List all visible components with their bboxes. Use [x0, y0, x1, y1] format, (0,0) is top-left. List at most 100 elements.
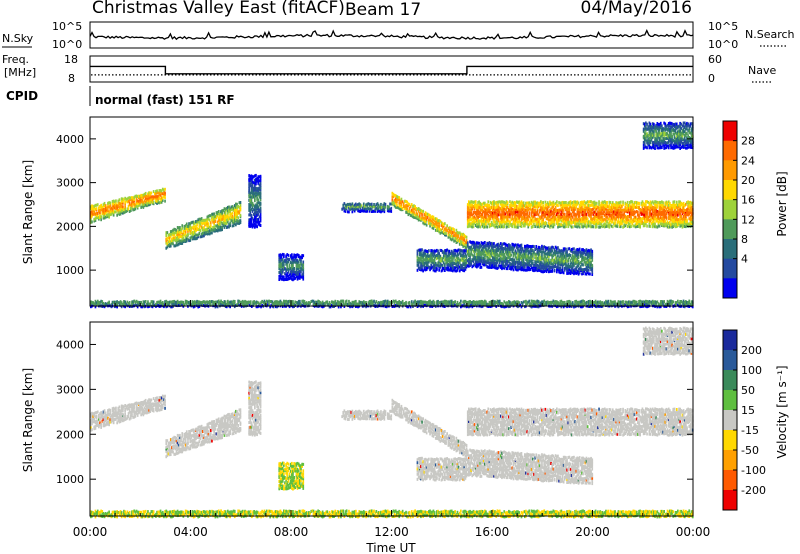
power-cell	[657, 220, 660, 224]
power-cell	[659, 137, 662, 141]
power-cell	[637, 219, 639, 223]
power-cell	[594, 205, 597, 209]
power-cell	[478, 215, 480, 218]
power-cell	[495, 219, 498, 223]
power-cell	[212, 226, 214, 229]
power-cell	[574, 202, 576, 206]
power-cell	[653, 201, 655, 205]
power-cell	[638, 223, 640, 227]
power-cell	[592, 207, 595, 211]
power-cell	[527, 225, 530, 229]
power-cell	[254, 199, 256, 203]
power-cell	[295, 269, 298, 273]
power-cell	[434, 269, 437, 273]
power-cell	[643, 205, 646, 209]
power-cell	[166, 231, 169, 235]
power-cell	[462, 268, 464, 272]
power-cell	[508, 208, 510, 211]
power-cell	[570, 267, 573, 271]
power-cell	[288, 273, 291, 277]
power-cell	[554, 256, 557, 260]
power-cell	[536, 263, 539, 267]
power-cell	[481, 211, 484, 215]
power-cell	[511, 211, 514, 215]
power-cell	[498, 222, 501, 226]
power-cell	[534, 260, 536, 263]
power-cell	[474, 257, 477, 261]
power-cell	[525, 249, 527, 253]
power-cell	[613, 222, 615, 226]
power-cell	[635, 203, 638, 207]
power-cell	[455, 237, 458, 241]
power-cell	[441, 227, 444, 230]
power-cell	[489, 249, 492, 253]
power-cell	[625, 218, 628, 222]
power-cell	[199, 224, 202, 228]
power-cell	[176, 235, 179, 239]
power-cell	[230, 208, 233, 212]
power-cell	[228, 216, 230, 220]
power-cell	[658, 208, 661, 211]
power-cell	[474, 216, 477, 220]
power-cell	[516, 204, 518, 208]
power-cell	[120, 206, 123, 210]
power-cell	[289, 270, 292, 274]
power-cell	[182, 236, 185, 240]
power-cell	[415, 207, 418, 210]
power-cell	[252, 223, 255, 227]
power-cell	[519, 253, 522, 257]
power-cell	[257, 198, 260, 202]
power-cell	[680, 214, 683, 218]
power-cell	[452, 269, 454, 273]
power-cell	[654, 225, 656, 229]
power-cell	[102, 210, 105, 214]
power-cell	[299, 255, 301, 259]
power-cell	[608, 217, 611, 221]
power-cell	[579, 210, 582, 214]
power-cell	[446, 263, 448, 267]
power-cell	[503, 222, 506, 226]
power-cell	[631, 203, 633, 207]
power-cell	[101, 212, 104, 216]
power-cell	[532, 201, 534, 205]
power-cell	[589, 207, 591, 211]
power-cell	[577, 215, 580, 219]
power-cell	[648, 138, 651, 142]
power-cell	[626, 215, 629, 218]
power-cell	[576, 258, 579, 261]
power-cell	[584, 256, 587, 260]
power-cell	[391, 191, 394, 195]
power-cell	[654, 217, 656, 221]
power-cell	[609, 218, 612, 222]
power-cell	[424, 222, 427, 226]
power-cell	[479, 253, 482, 257]
power-cell	[120, 201, 123, 205]
power-cell	[659, 143, 662, 147]
power-cell	[576, 252, 579, 256]
power-cell	[221, 215, 223, 219]
power-cell	[418, 253, 421, 257]
power-cell	[506, 222, 509, 226]
power-cell	[169, 230, 172, 234]
power-cell	[185, 222, 188, 226]
power-cell	[236, 202, 238, 206]
power-cell	[206, 222, 209, 225]
power-cell	[440, 221, 443, 225]
power-cell	[651, 205, 654, 209]
power-cell	[484, 241, 486, 244]
power-cell	[672, 225, 675, 229]
power-cell	[213, 215, 215, 219]
power-cell	[659, 212, 662, 216]
power-cell	[122, 199, 124, 203]
power-cell	[488, 245, 491, 249]
power-cell	[177, 232, 180, 236]
power-cell	[190, 231, 193, 235]
power-cell	[237, 205, 239, 208]
power-cell	[396, 197, 398, 201]
power-cell	[664, 126, 667, 130]
power-cell	[550, 246, 552, 250]
power-cell	[248, 174, 250, 178]
power-cell	[605, 205, 607, 209]
power-cell	[421, 248, 423, 252]
power-cell	[513, 220, 516, 224]
